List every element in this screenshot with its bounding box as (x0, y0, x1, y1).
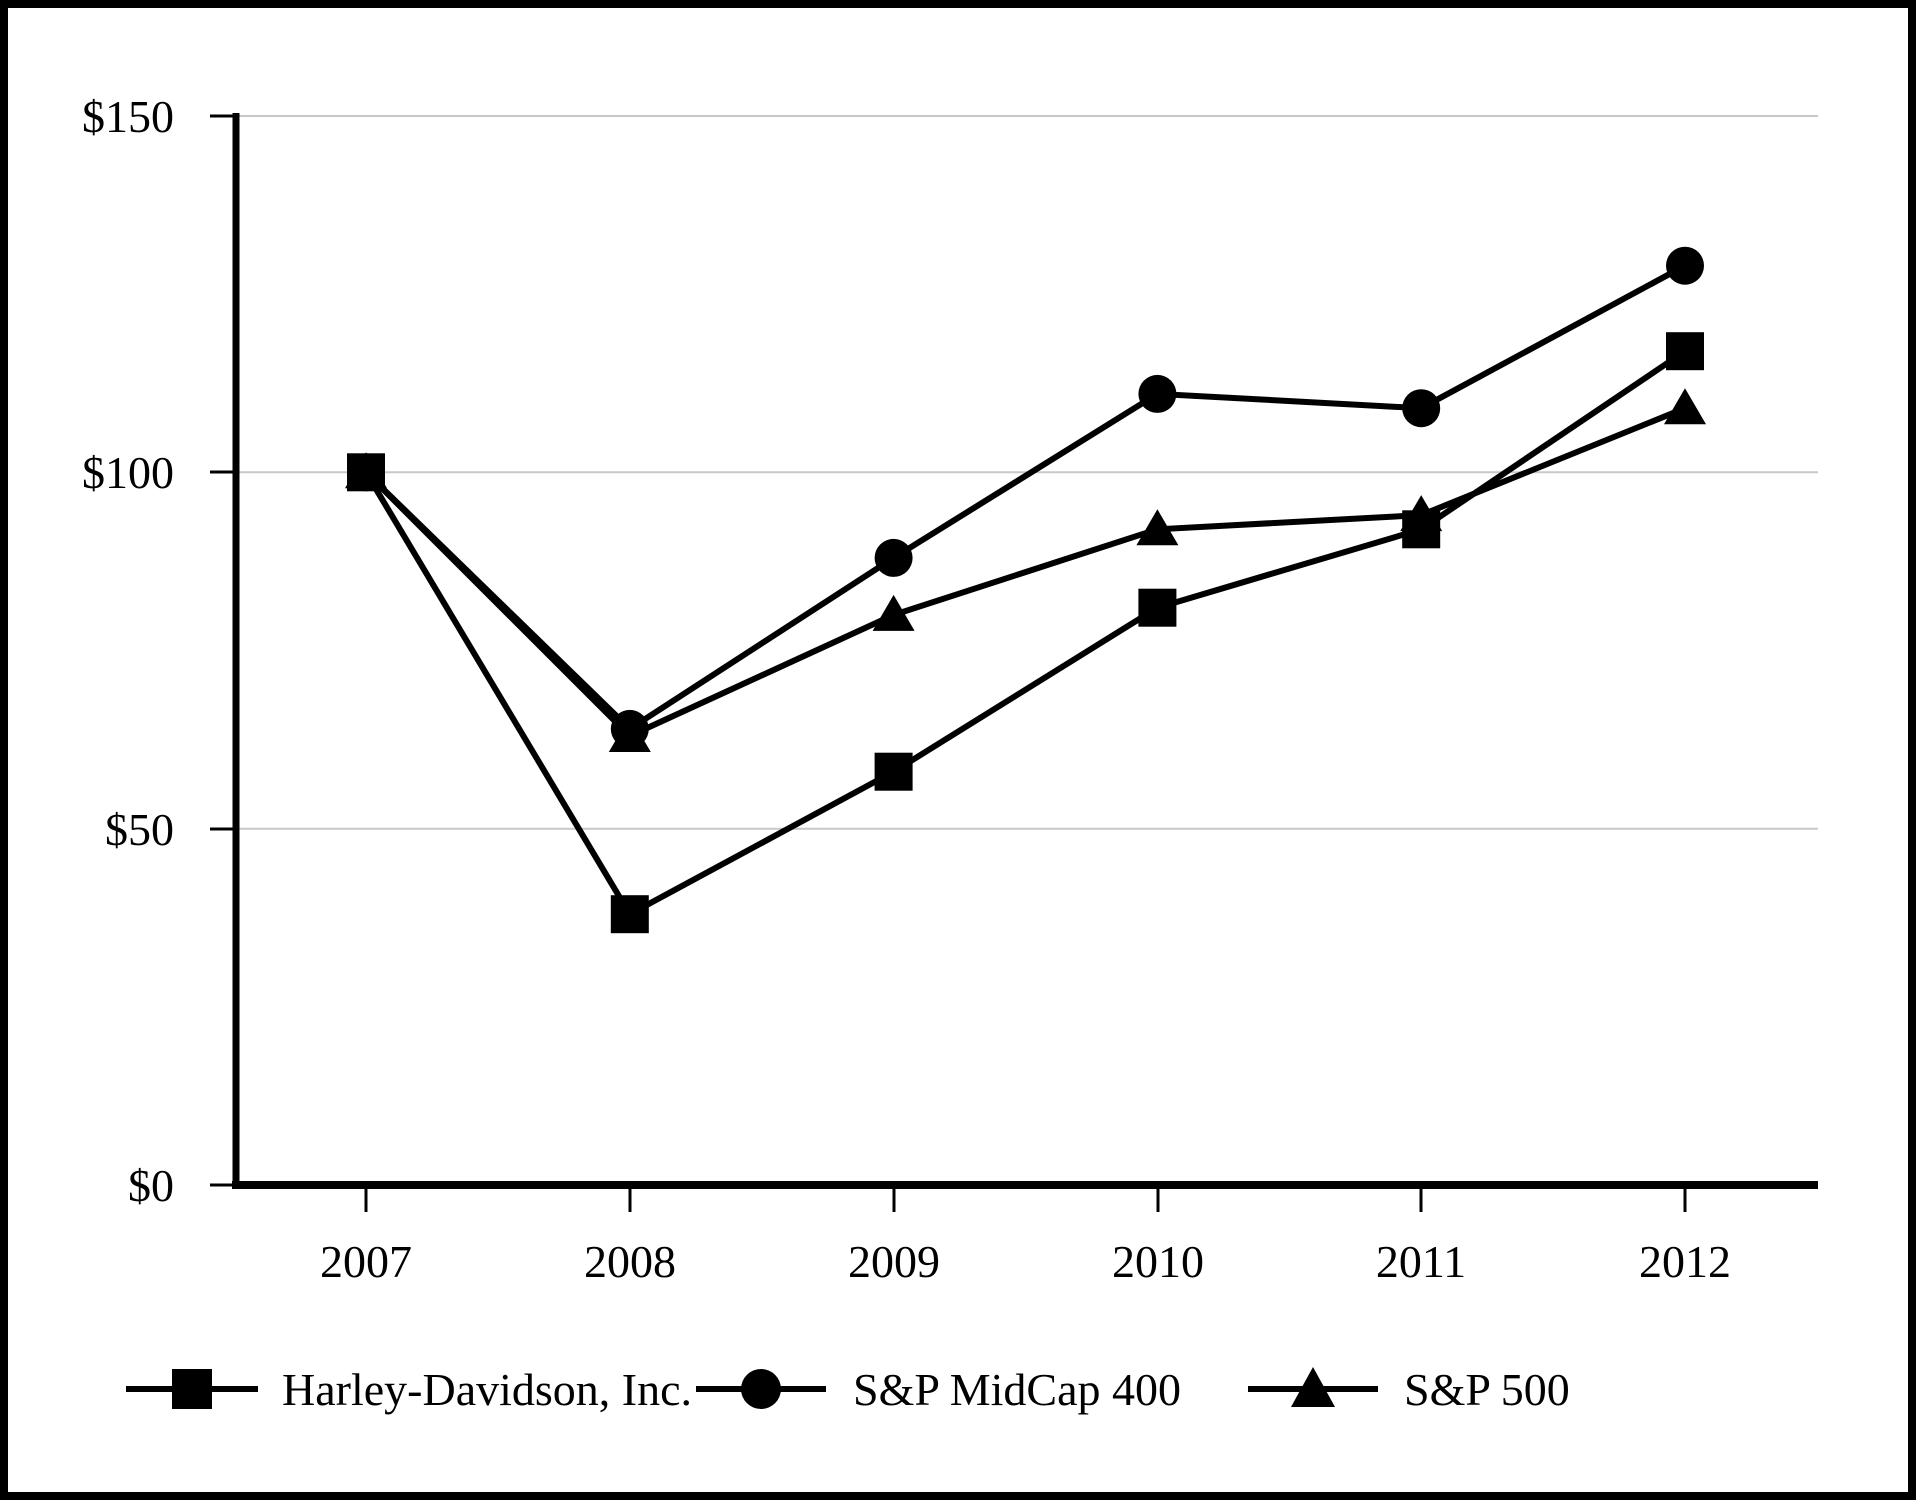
circle-marker (1402, 389, 1441, 428)
y-label-100: $100 (82, 447, 174, 498)
circle-marker (1138, 374, 1177, 413)
triangle-marker (1664, 388, 1706, 425)
square-marker (347, 453, 385, 492)
legend-label-harley-davidson: Harley-Davidson, Inc. (282, 1364, 692, 1415)
x-label-2010: 2010 (1112, 1236, 1204, 1287)
square-marker (1138, 588, 1177, 627)
square-marker (874, 752, 913, 791)
performance-chart: $150 $100 $50 $0 2007 2008 2009 2010 201… (82, 91, 1818, 1415)
series-line-circle (363, 263, 1687, 733)
legend: Harley-Davidson, Inc. S&P MidCap 400 S&P… (126, 1364, 1570, 1415)
square-marker (610, 895, 649, 934)
x-label-2009: 2009 (848, 1236, 940, 1287)
series-triangle (345, 388, 1706, 752)
triangle-marker (1136, 509, 1179, 546)
x-axis-labels: 2007 2008 2009 2010 2011 2012 (320, 1236, 1731, 1287)
axes (210, 113, 1818, 1212)
square-marker-icon (172, 1369, 212, 1409)
x-label-2012: 2012 (1639, 1236, 1731, 1287)
triangle-marker (872, 594, 915, 631)
square-marker (1402, 510, 1441, 549)
circle-marker-icon (741, 1369, 781, 1409)
series-line-square (363, 348, 1687, 919)
circle-marker (1666, 246, 1704, 285)
legend-item-sp-midcap-400: S&P MidCap 400 (696, 1364, 1181, 1415)
x-label-2007: 2007 (320, 1236, 412, 1287)
y-axis-labels: $150 $100 $50 $0 (82, 91, 174, 1211)
triangle-marker-icon (1291, 1367, 1335, 1407)
y-label-150: $150 (82, 91, 174, 142)
legend-label-sp-midcap-400: S&P MidCap 400 (853, 1364, 1181, 1415)
series-circle (347, 246, 1704, 748)
legend-item-sp-500: S&P 500 (1248, 1364, 1570, 1415)
data-series (345, 246, 1706, 934)
square-marker (1666, 332, 1704, 371)
x-label-2008: 2008 (584, 1236, 676, 1287)
legend-label-sp-500: S&P 500 (1404, 1364, 1570, 1415)
y-label-50: $50 (105, 804, 174, 855)
series-square (347, 332, 1704, 934)
legend-item-harley-davidson: Harley-Davidson, Inc. (126, 1364, 692, 1415)
y-label-0: $0 (128, 1160, 174, 1211)
circle-marker (874, 538, 913, 577)
circle-marker (610, 709, 649, 748)
x-label-2011: 2011 (1376, 1236, 1466, 1287)
